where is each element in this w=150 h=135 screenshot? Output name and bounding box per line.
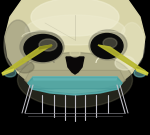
Ellipse shape — [24, 35, 62, 62]
Ellipse shape — [4, 69, 16, 77]
Ellipse shape — [91, 33, 123, 58]
Ellipse shape — [18, 53, 132, 107]
Ellipse shape — [20, 31, 64, 63]
Polygon shape — [5, 0, 145, 90]
Polygon shape — [98, 45, 148, 73]
Polygon shape — [28, 77, 122, 89]
Ellipse shape — [25, 15, 125, 45]
Ellipse shape — [115, 56, 135, 70]
Ellipse shape — [120, 23, 144, 68]
Polygon shape — [2, 45, 52, 73]
Polygon shape — [28, 77, 122, 95]
Ellipse shape — [4, 20, 32, 70]
Polygon shape — [66, 57, 84, 74]
Polygon shape — [39, 45, 52, 49]
Polygon shape — [25, 70, 125, 93]
Polygon shape — [33, 77, 117, 80]
Ellipse shape — [134, 69, 146, 77]
Ellipse shape — [39, 39, 57, 51]
Polygon shape — [25, 70, 125, 93]
Polygon shape — [2, 69, 14, 75]
Ellipse shape — [16, 61, 34, 73]
Ellipse shape — [89, 30, 127, 60]
Polygon shape — [136, 69, 148, 75]
Ellipse shape — [70, 49, 80, 57]
Ellipse shape — [31, 0, 119, 36]
Ellipse shape — [103, 38, 117, 48]
